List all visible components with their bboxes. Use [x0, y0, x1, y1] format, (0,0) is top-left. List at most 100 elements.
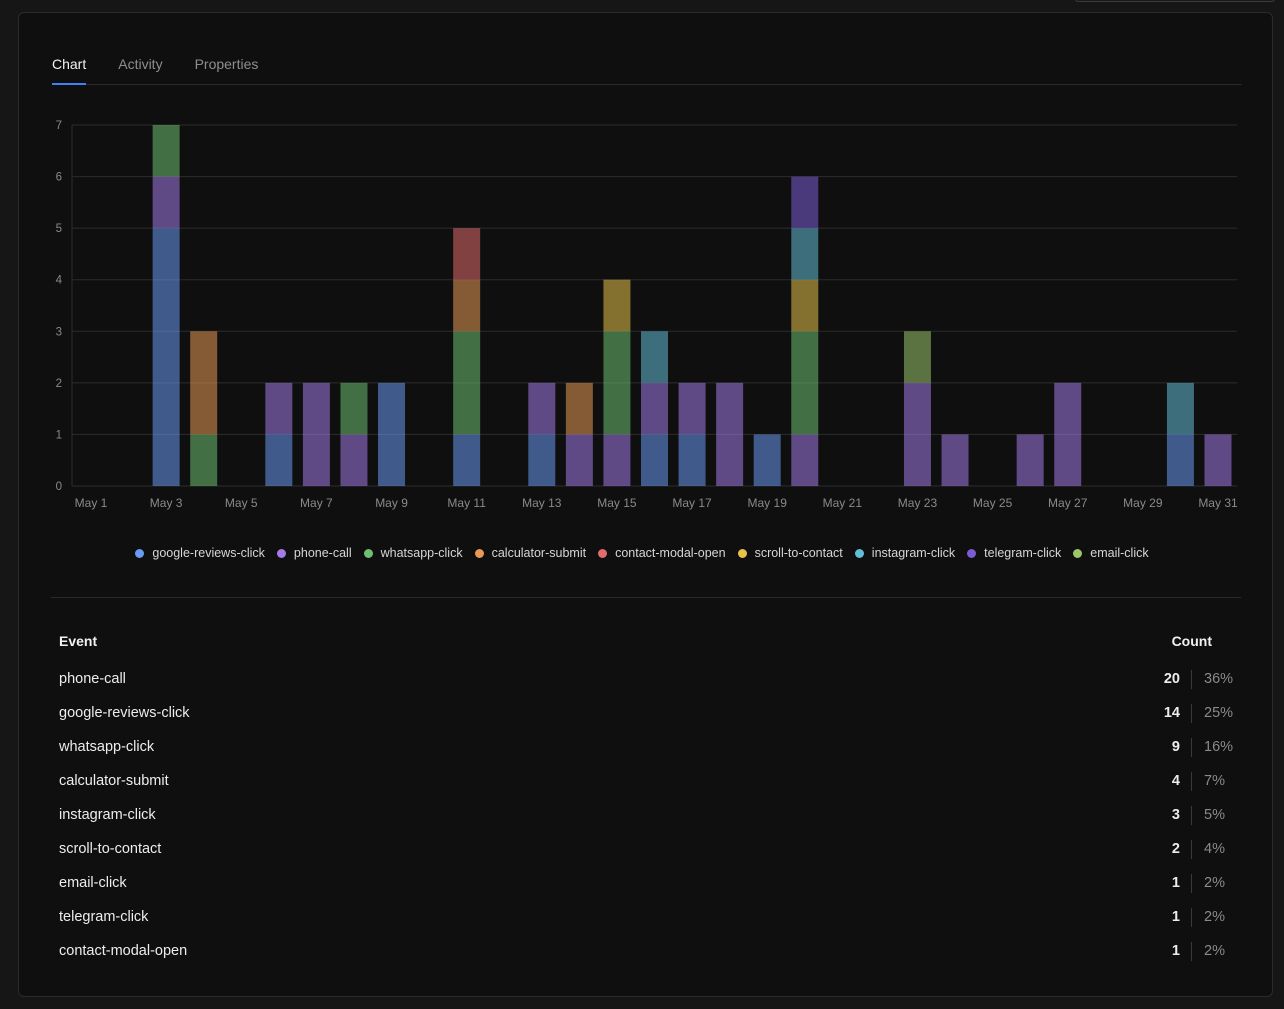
table-row[interactable]: whatsapp-click 9 16%	[59, 738, 1236, 772]
x-tick-label: May 3	[150, 496, 183, 510]
event-count: 2	[1171, 841, 1180, 857]
bar-segment	[453, 279, 481, 332]
legend-dot-icon	[276, 548, 286, 558]
legend-item[interactable]: calculator-submit	[474, 546, 587, 560]
event-percent: 36%	[1204, 671, 1234, 687]
bar-segment	[903, 382, 931, 486]
bar-segment	[678, 382, 706, 435]
event-percent: 2%	[1204, 909, 1225, 925]
table-row[interactable]: phone-call 20 36%	[59, 670, 1236, 704]
table-row[interactable]: email-click 1 2%	[59, 874, 1236, 908]
bar-segment	[1054, 382, 1082, 486]
bar-segment	[678, 434, 706, 486]
bar-segment	[565, 382, 593, 435]
x-tick-label: May 21	[823, 496, 863, 510]
event-name: email-click	[59, 875, 127, 891]
bar-segment	[152, 228, 180, 486]
cell-separator	[1191, 806, 1192, 825]
tab-properties[interactable]: Properties	[194, 56, 259, 72]
event-count: 14	[1163, 705, 1180, 721]
event-count: 1	[1171, 909, 1180, 925]
legend-item[interactable]: google-reviews-click	[135, 546, 265, 560]
column-header-event[interactable]: Event	[59, 633, 98, 649]
bar-segment	[791, 176, 819, 229]
legend-label: calculator-submit	[491, 546, 587, 560]
legend-label: contact-modal-open	[615, 546, 726, 560]
bar-segment	[603, 331, 631, 435]
legend-label: phone-call	[293, 546, 352, 560]
bar-segment	[190, 331, 218, 435]
x-tick-label: May 31	[1198, 496, 1238, 510]
event-count: 20	[1163, 671, 1180, 687]
event-percent: 2%	[1204, 943, 1225, 959]
table-row[interactable]: instagram-click 3 5%	[59, 806, 1236, 840]
y-tick-label: 7	[56, 120, 62, 132]
event-percent: 5%	[1204, 807, 1225, 823]
bar-segment	[641, 331, 668, 383]
table-header: Event Count	[59, 633, 1212, 649]
legend-item[interactable]: whatsapp-click	[363, 546, 463, 560]
legend-item[interactable]: phone-call	[276, 546, 352, 560]
cell-separator	[1191, 874, 1192, 893]
x-tick-label: May 15	[597, 496, 637, 510]
tab-activity[interactable]: Activity	[118, 56, 163, 72]
legend-label: scroll-to-contact	[754, 546, 843, 560]
bar-segment	[453, 434, 481, 486]
bar-segment	[941, 434, 969, 486]
tab-chart[interactable]: Chart	[52, 55, 87, 85]
bar-segment	[453, 228, 481, 280]
event-table: phone-call 20 36% google-reviews-click 1…	[59, 670, 1236, 976]
bar-segment	[528, 382, 556, 435]
bar-segment	[152, 176, 180, 229]
event-percent: 16%	[1204, 739, 1234, 755]
bar-segment	[190, 434, 218, 486]
y-tick-label: 2	[56, 378, 62, 390]
event-percent: 7%	[1204, 773, 1225, 789]
bar-segment	[340, 434, 368, 486]
legend-item[interactable]: email-click	[1073, 546, 1149, 560]
event-percent: 4%	[1204, 841, 1225, 857]
bar-segment	[265, 382, 293, 435]
x-tick-label: May 9	[375, 496, 408, 510]
legend-label: email-click	[1090, 546, 1149, 560]
bar-segment	[340, 382, 368, 435]
legend-item[interactable]: telegram-click	[967, 546, 1061, 560]
table-row[interactable]: telegram-click 1 2%	[59, 908, 1236, 942]
bar-segment	[1016, 434, 1044, 486]
legend-item[interactable]: contact-modal-open	[598, 546, 726, 560]
legend-dot-icon	[135, 548, 145, 558]
table-row[interactable]: calculator-submit 4 7%	[59, 772, 1236, 806]
x-tick-label: May 27	[1048, 496, 1088, 510]
legend-label: google-reviews-click	[152, 546, 265, 560]
y-tick-label: 4	[56, 275, 63, 287]
legend-item[interactable]: instagram-click	[854, 546, 955, 560]
bar-segment	[903, 331, 931, 383]
table-row[interactable]: contact-modal-open 1 2%	[59, 942, 1236, 976]
event-percent: 25%	[1204, 705, 1234, 721]
y-tick-label: 3	[56, 326, 62, 338]
event-count: 1	[1171, 875, 1180, 891]
x-tick-label: May 1	[75, 496, 108, 510]
x-tick-label: May 7	[300, 496, 333, 510]
legend-label: telegram-click	[984, 546, 1062, 560]
event-name: calculator-submit	[59, 773, 169, 789]
x-tick-label: May 23	[898, 496, 938, 510]
x-tick-label: May 25	[973, 496, 1013, 510]
bar-segment	[1204, 434, 1232, 486]
column-header-count[interactable]: Count	[1171, 633, 1212, 649]
bar-segment	[641, 434, 668, 486]
section-divider	[51, 597, 1241, 598]
bar-segment	[302, 382, 330, 486]
bar-segment	[1166, 434, 1194, 486]
bar-segment	[791, 331, 819, 435]
bar-segment	[265, 434, 293, 486]
event-name: telegram-click	[59, 909, 149, 925]
table-row[interactable]: google-reviews-click 14 25%	[59, 704, 1236, 738]
table-row[interactable]: scroll-to-contact 2 4%	[59, 840, 1236, 874]
y-tick-label: 5	[56, 223, 62, 235]
bar-segment	[565, 434, 593, 486]
bar-segment	[716, 382, 744, 486]
x-tick-label: May 19	[748, 496, 788, 510]
event-count: 1	[1171, 943, 1180, 959]
legend-item[interactable]: scroll-to-contact	[737, 546, 843, 560]
